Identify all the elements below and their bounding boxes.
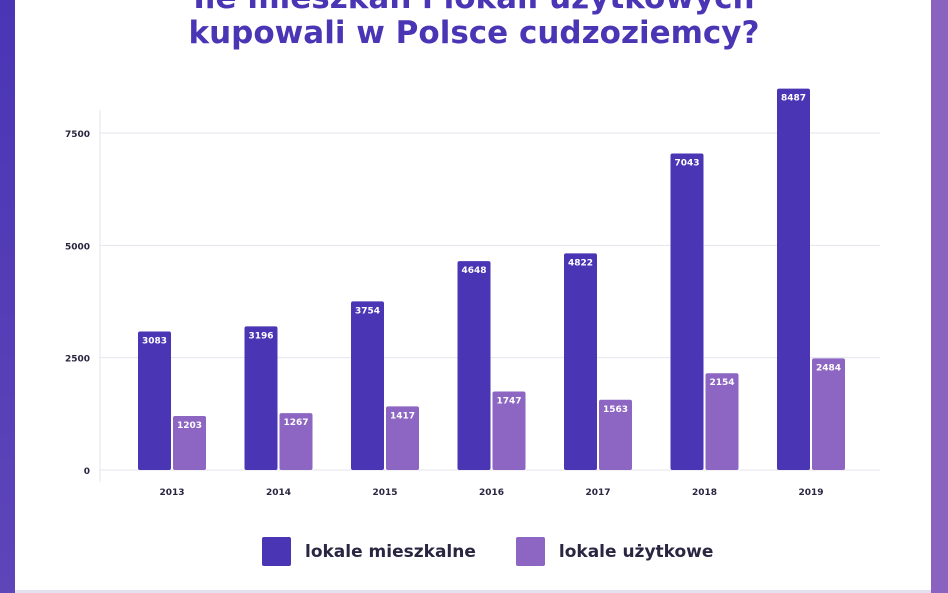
chart-title-line1: Ile mieszkań i lokali użytkowych — [0, 0, 948, 18]
data-label: 4822 — [568, 258, 593, 268]
data-label: 8487 — [781, 94, 806, 104]
data-label: 2154 — [709, 378, 734, 388]
x-tick-label: 2013 — [159, 488, 184, 498]
left-border — [0, 0, 15, 593]
data-label: 1267 — [283, 418, 308, 428]
legend-item-uzytkowe: lokale użytkowe — [515, 537, 714, 566]
bar-uzytkowe — [386, 406, 419, 470]
y-tick-label: 2500 — [65, 355, 90, 365]
bar-mieszkalne — [670, 153, 704, 470]
bottom-divider — [15, 590, 931, 593]
data-label: 3754 — [355, 306, 380, 316]
chart-title-line2: kupowali w Polsce cudzoziemcy? — [188, 15, 760, 51]
data-label: 3083 — [142, 336, 167, 346]
data-label: 1747 — [496, 397, 521, 407]
x-tick-label: 2017 — [585, 488, 610, 498]
bar-uzytkowe — [492, 391, 526, 470]
bar-mieszkalne — [244, 326, 278, 470]
data-label: 3196 — [248, 331, 273, 341]
bar-mieszkalne — [138, 331, 171, 470]
x-tick-label: 2016 — [479, 488, 504, 498]
data-label: 2484 — [816, 363, 841, 373]
y-tick-label: 0 — [84, 467, 90, 477]
legend-item-mieszkalne: lokale mieszkalne — [262, 537, 476, 566]
y-tick-label: 5000 — [65, 242, 90, 252]
data-label: 1203 — [177, 421, 202, 431]
bar-mieszkalne — [777, 88, 810, 470]
x-tick-label: 2014 — [266, 488, 291, 498]
y-tick-label: 7500 — [65, 130, 90, 140]
legend: lokale mieszkalne lokale użytkowe — [262, 537, 753, 566]
legend-label: lokale mieszkalne — [305, 541, 476, 562]
data-label: 4648 — [461, 266, 486, 276]
bar-mieszkalne — [351, 301, 384, 470]
x-tick-label: 2015 — [372, 488, 397, 498]
legend-swatch — [515, 537, 545, 566]
legend-label: lokale użytkowe — [558, 541, 714, 562]
x-tick-label: 2018 — [692, 488, 717, 498]
bar-uzytkowe — [279, 413, 313, 470]
right-border — [931, 0, 948, 593]
bar-mieszkalne — [457, 261, 491, 470]
bar-mieszkalne — [564, 253, 597, 470]
bar-uzytkowe — [599, 399, 632, 470]
legend-swatch — [262, 537, 291, 566]
bar-uzytkowe — [812, 358, 845, 470]
data-label: 1417 — [390, 411, 415, 421]
data-label: 7043 — [674, 159, 699, 169]
bar-uzytkowe — [173, 415, 206, 470]
bar-uzytkowe — [705, 373, 739, 470]
data-label: 1563 — [603, 405, 628, 415]
x-tick-label: 2019 — [798, 488, 823, 498]
